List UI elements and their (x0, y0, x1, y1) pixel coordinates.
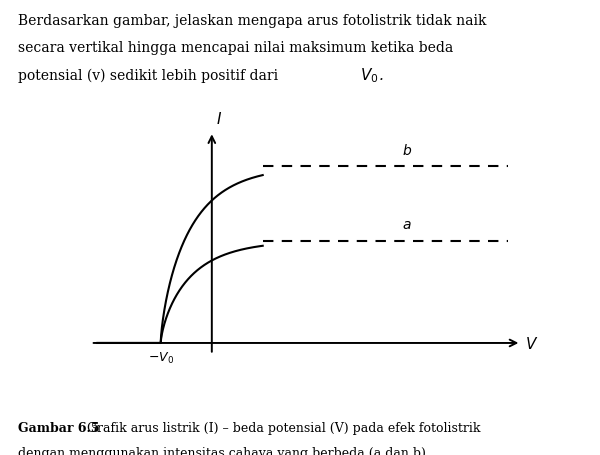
Text: $-V_0$: $-V_0$ (148, 350, 174, 365)
Text: $V$: $V$ (526, 335, 539, 351)
Text: $a$: $a$ (402, 218, 412, 232)
Text: secara vertikal hingga mencapai nilai maksimum ketika beda: secara vertikal hingga mencapai nilai ma… (18, 41, 453, 55)
Text: potensial (v) sedikit lebih positif dari: potensial (v) sedikit lebih positif dari (18, 68, 283, 83)
Text: Gambar 6.5: Gambar 6.5 (18, 421, 100, 434)
Text: Berdasarkan gambar, jelaskan mengapa arus fotolistrik tidak naik: Berdasarkan gambar, jelaskan mengapa aru… (18, 14, 487, 28)
Text: $I$: $I$ (216, 111, 222, 126)
Text: dengan menggunakan intensitas cahaya yang berbeda (a dan b): dengan menggunakan intensitas cahaya yan… (18, 446, 426, 455)
Text: Grafik arus listrik (I) – beda potensial (V) pada efek fotolistrik: Grafik arus listrik (I) – beda potensial… (83, 421, 481, 434)
Text: $b$: $b$ (402, 143, 412, 157)
Text: $\,V_0$.: $\,V_0$. (358, 66, 384, 85)
